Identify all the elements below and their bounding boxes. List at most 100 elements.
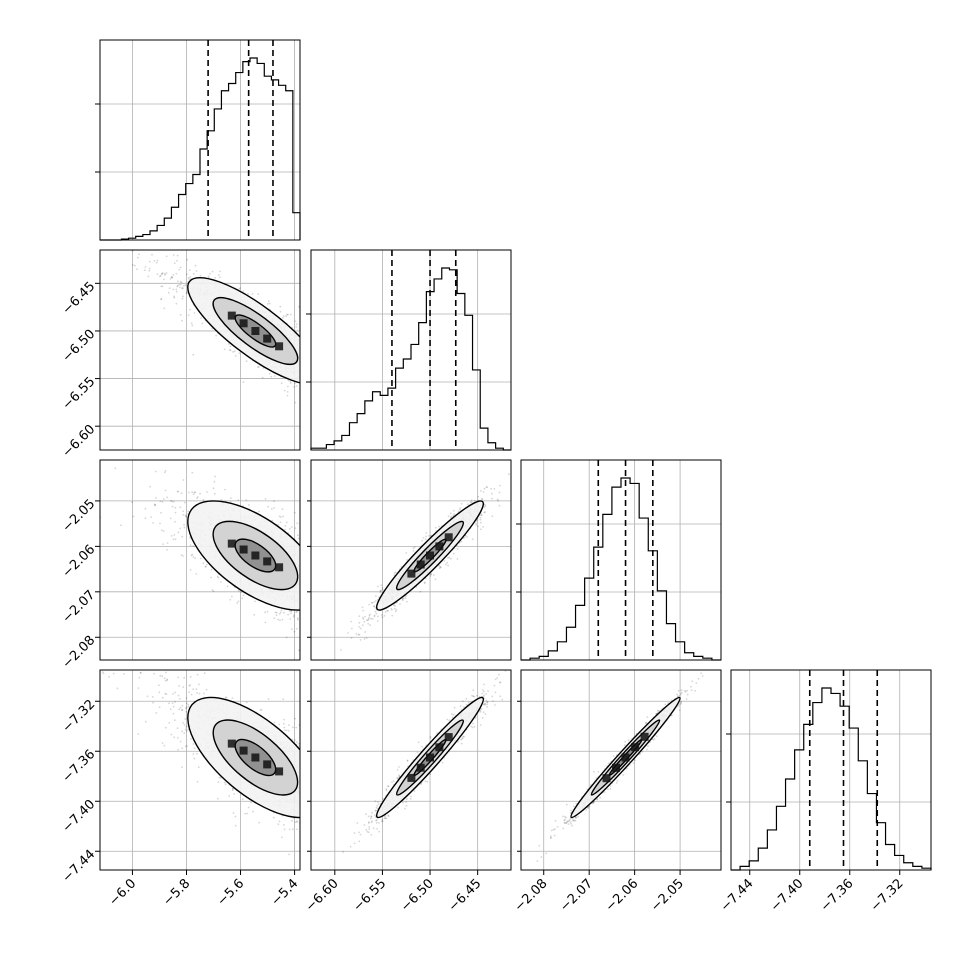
sample-point	[177, 694, 180, 697]
sample-point	[296, 617, 299, 620]
sample-point	[279, 619, 281, 622]
sample-point	[302, 566, 304, 568]
sample-point	[178, 284, 181, 286]
sample-point	[302, 607, 304, 609]
sample-point	[363, 638, 366, 640]
sample-point	[477, 525, 479, 528]
sample-point	[147, 275, 150, 278]
sample-point	[490, 487, 492, 490]
sample-point	[393, 574, 395, 576]
sample-point	[300, 349, 302, 351]
sample-point	[301, 537, 303, 539]
sample-point	[393, 572, 396, 574]
sample-point	[301, 576, 303, 578]
sample-point	[280, 609, 283, 612]
sample-point	[182, 722, 184, 724]
sample-point	[448, 556, 451, 559]
sample-point	[192, 545, 195, 547]
sample-point	[131, 501, 134, 504]
sample-point	[185, 725, 188, 728]
sample-point	[369, 613, 371, 616]
sample-point	[421, 539, 423, 542]
sample-point	[160, 529, 163, 532]
sample-point	[180, 281, 183, 284]
sample-point	[300, 529, 302, 531]
sample-point	[279, 305, 282, 308]
sample-point	[447, 556, 449, 559]
panel-frame	[520, 459, 722, 661]
sample-point	[170, 500, 173, 503]
sample-point	[229, 598, 232, 601]
sample-point	[156, 259, 159, 262]
sample-point	[302, 369, 304, 371]
sample-point	[450, 557, 452, 560]
sample-point	[184, 501, 186, 504]
panel-frame	[310, 249, 512, 451]
sample-point	[190, 322, 193, 325]
sample-point	[213, 492, 216, 495]
sample-point	[359, 639, 362, 641]
sample-point	[289, 618, 291, 620]
sample-point	[228, 795, 231, 797]
sample-point	[168, 702, 170, 705]
sample-point	[295, 326, 298, 328]
sample-point	[227, 343, 230, 345]
density-peak	[227, 539, 236, 548]
sample-point	[165, 272, 168, 274]
sample-point	[184, 514, 187, 517]
sample-point	[163, 246, 165, 248]
sample-point	[301, 751, 303, 753]
sample-point	[301, 798, 303, 800]
sample-point	[191, 471, 194, 474]
sample-point	[302, 380, 304, 382]
sample-point	[199, 557, 202, 560]
sample-point	[257, 366, 259, 368]
sample-point	[452, 552, 455, 555]
sample-point	[379, 589, 382, 592]
sample-point	[443, 560, 446, 562]
sample-point	[264, 498, 267, 500]
sample-point	[176, 259, 178, 262]
sample-point	[378, 596, 380, 598]
sample-point	[211, 327, 214, 330]
sample-point	[292, 615, 295, 618]
sample-point	[192, 556, 195, 558]
sample-point	[296, 522, 299, 524]
sample-point	[361, 616, 364, 619]
sample-point	[301, 565, 303, 567]
histogram-step	[731, 687, 932, 871]
sample-point	[213, 480, 216, 483]
sample-point	[114, 467, 117, 470]
sample-point	[383, 614, 386, 617]
sample-point	[424, 581, 426, 584]
sample-point	[152, 522, 155, 524]
sample-point	[485, 486, 488, 488]
sample-point	[302, 596, 304, 598]
sample-point	[195, 573, 198, 575]
sample-point	[498, 504, 501, 507]
sample-point	[447, 515, 450, 517]
sample-point	[483, 487, 486, 490]
sample-point	[217, 576, 220, 579]
sample-point	[230, 497, 232, 499]
sample-point	[452, 509, 455, 512]
sample-point	[173, 534, 176, 536]
sample-point	[181, 319, 183, 322]
sample-point	[483, 506, 486, 509]
sample-point	[302, 581, 304, 583]
sample-point	[181, 287, 184, 289]
sample-point	[242, 381, 245, 384]
sample-point	[302, 571, 304, 573]
sample-point	[367, 622, 370, 625]
sample-point	[137, 733, 140, 735]
sample-point	[413, 546, 416, 549]
sample-point	[161, 272, 164, 275]
sample-point	[172, 254, 175, 256]
sample-point	[475, 524, 477, 526]
sample-point	[301, 371, 303, 373]
sample-point	[174, 511, 177, 514]
sample-point	[204, 565, 207, 568]
sample-point	[171, 505, 174, 508]
sample-point	[189, 684, 191, 686]
density-peak	[275, 563, 284, 572]
